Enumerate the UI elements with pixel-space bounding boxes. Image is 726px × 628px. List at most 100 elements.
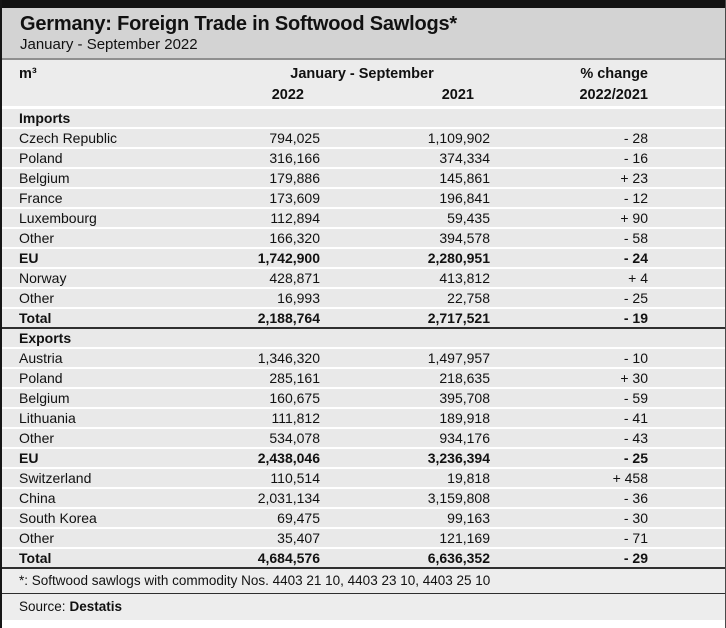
country-cell: Norway [19,270,67,286]
country-cell: Luxembourg [19,210,97,226]
percent-change-cell: - 29 [623,550,648,566]
table-row: China 2,031,134 3,159,808 - 36 [2,489,725,509]
table-row: Other 35,407 121,169 - 71 [2,529,725,549]
table-row: Total 4,684,576 6,636,352 - 29 [2,549,725,569]
value-2022-cell: 160,675 [269,390,320,406]
value-2022-cell: 16,993 [277,290,320,306]
value-2021-cell: 2,280,951 [427,250,490,266]
country-cell: China [19,490,56,506]
value-2021-cell: 934,176 [439,430,490,446]
value-2021-cell: 1,109,902 [427,130,490,146]
percent-change-cell: + 23 [620,170,648,186]
country-cell: Total [19,310,52,326]
value-2022-cell: 35,407 [277,530,320,546]
table-row: Austria 1,346,320 1,497,957 - 10 [2,349,725,369]
table-row: Other 166,320 394,578 - 58 [2,229,725,249]
table-row: France 173,609 196,841 - 12 [2,189,725,209]
top-black-bar [2,0,725,8]
value-2021-cell: 218,635 [439,370,490,386]
section-header-row: Imports [2,109,725,129]
percent-change-cell: - 19 [623,310,648,326]
percent-change-cell: - 24 [623,250,648,266]
country-cell: Total [19,550,52,566]
percent-change-cell: + 30 [620,370,648,386]
source-line: Source: Destatis [2,594,725,620]
value-2021-cell: 99,163 [447,510,490,526]
unit-label: m³ [19,66,37,82]
section-name: Imports [19,110,71,126]
table-row: South Korea 69,475 99,163 - 30 [2,509,725,529]
value-2022-cell: 69,475 [277,510,320,526]
country-cell: Switzerland [19,470,92,486]
percent-change-cell: - 71 [623,530,648,546]
percent-change-cell: - 59 [623,390,648,406]
value-2022-cell: 428,871 [269,270,320,286]
section-name: Exports [19,330,72,346]
value-2022-cell: 166,320 [269,230,320,246]
value-2021-cell: 374,334 [439,150,490,166]
country-cell: Austria [19,350,63,366]
page-title: Germany: Foreign Trade in Softwood Sawlo… [20,13,458,35]
value-2021-cell: 413,812 [439,270,490,286]
value-2021-cell: 145,861 [439,170,490,186]
source-label: Source: [19,599,66,614]
value-2021-cell: 394,578 [439,230,490,246]
table-row: Other 534,078 934,176 - 43 [2,429,725,449]
percent-change-cell: - 43 [623,430,648,446]
period-group-label: January - September [290,66,434,82]
percent-change-cell: - 58 [623,230,648,246]
table-row: Belgium 160,675 395,708 - 59 [2,389,725,409]
value-2021-cell: 19,818 [447,470,490,486]
country-cell: EU [19,450,39,466]
value-2021-cell: 196,841 [439,190,490,206]
table-row: Switzerland 110,514 19,818 + 458 [2,469,725,489]
source-value: Destatis [69,599,123,614]
percent-change-cell: - 30 [623,510,648,526]
value-2022-cell: 2,031,134 [257,490,320,506]
value-2021-cell: 3,159,808 [427,490,490,506]
value-2021-cell: 1,497,957 [427,350,490,366]
table-row: EU 2,438,046 3,236,394 - 25 [2,449,725,469]
year-2022-column-label: 2022 [271,87,304,103]
value-2022-cell: 1,346,320 [257,350,320,366]
country-cell: Belgium [19,390,70,406]
percent-change-cell: + 4 [628,270,648,286]
table-row: Lithuania 111,812 189,918 - 41 [2,409,725,429]
section-header-row: Exports [2,329,725,349]
title-band: Germany: Foreign Trade in Softwood Sawlo… [2,8,725,60]
change-column-label: % change [580,66,648,82]
table-row: Norway 428,871 413,812 + 4 [2,269,725,289]
country-cell: Other [19,230,55,246]
column-header-row-1: m³ January - September % change [2,64,725,85]
value-2022-cell: 316,166 [269,150,320,166]
column-header-row-2: 2022 2021 2022/2021 [2,85,725,106]
change-column-sublabel: 2022/2021 [579,87,648,103]
country-cell: Czech Republic [19,130,118,146]
value-2021-cell: 22,758 [447,290,490,306]
value-2022-cell: 179,886 [269,170,320,186]
country-cell: Poland [19,150,63,166]
country-cell: France [19,190,63,206]
table-row: EU 1,742,900 2,280,951 - 24 [2,249,725,269]
percent-change-cell: + 90 [620,210,648,226]
value-2022-cell: 112,894 [270,210,320,226]
country-cell: Other [19,430,55,446]
table-row: Other 16,993 22,758 - 25 [2,289,725,309]
value-2021-cell: 121,169 [439,530,490,546]
value-2022-cell: 4,684,576 [257,550,320,566]
percent-change-cell: - 16 [623,150,648,166]
column-header-band: m³ January - September % change 2022 202… [2,60,725,109]
country-cell: Belgium [19,170,70,186]
country-cell: South Korea [19,510,97,526]
year-2021-column-label: 2021 [441,87,474,103]
country-cell: Other [19,290,55,306]
value-2022-cell: 285,161 [269,370,320,386]
value-2021-cell: 395,708 [439,390,490,406]
value-2021-cell: 3,236,394 [427,450,490,466]
percent-change-cell: - 12 [623,190,648,206]
page-subtitle: January - September 2022 [20,36,198,53]
value-2022-cell: 794,025 [269,130,320,146]
table-row: Poland 285,161 218,635 + 30 [2,369,725,389]
value-2021-cell: 59,435 [447,210,490,226]
